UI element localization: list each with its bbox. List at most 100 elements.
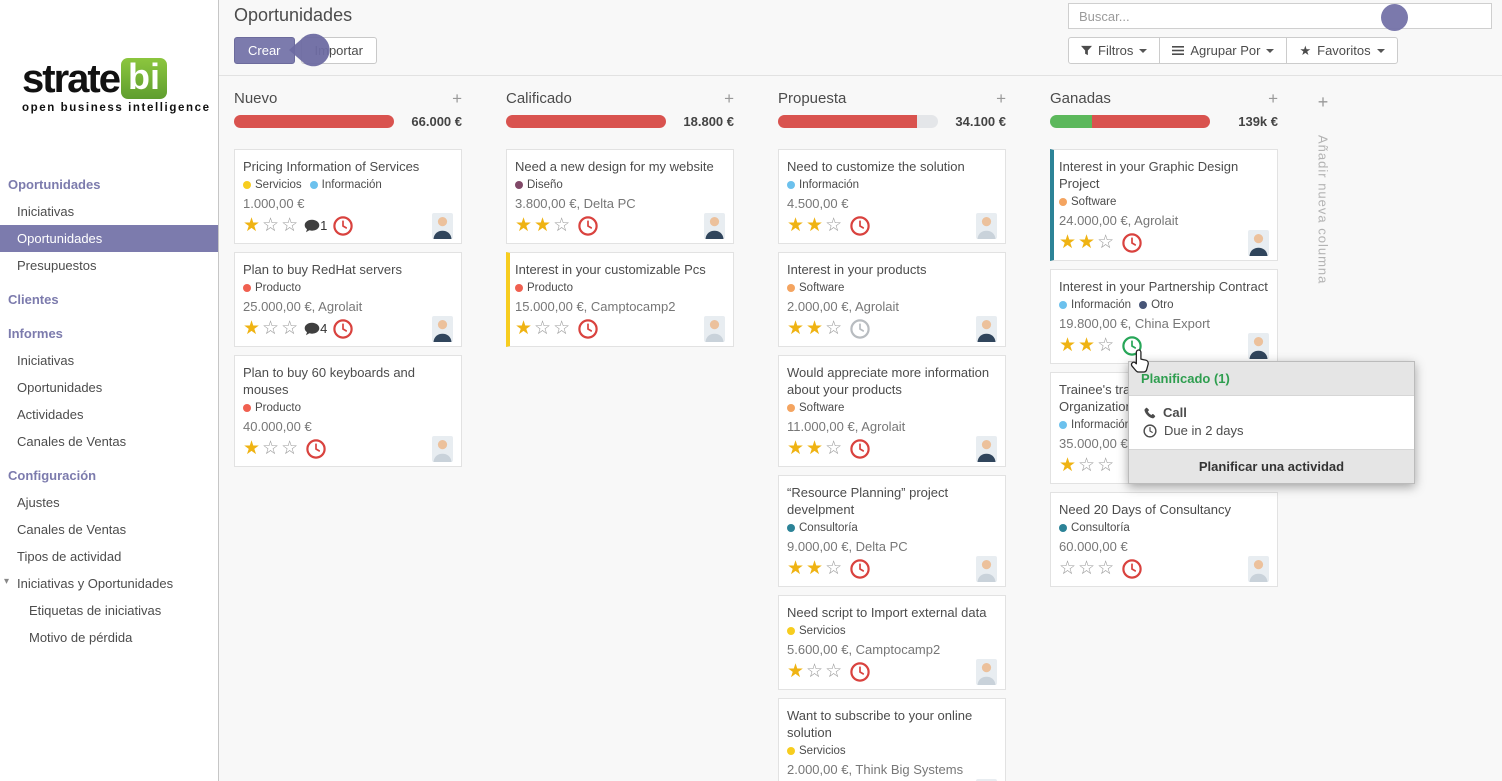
star-icon[interactable]: ☆: [825, 661, 843, 682]
sidebar-item-presupuestos[interactable]: Presupuestos: [17, 258, 97, 273]
star-icon[interactable]: ☆: [806, 661, 824, 682]
star-icon[interactable]: ☆: [281, 318, 299, 339]
star-icon[interactable]: ☆: [825, 558, 843, 579]
kanban-card[interactable]: Would appreciate more information about …: [778, 355, 1006, 467]
star-icon[interactable]: ★: [515, 215, 533, 236]
star-icon[interactable]: ☆: [262, 318, 280, 339]
star-icon[interactable]: ☆: [262, 438, 280, 459]
star-icon[interactable]: ★: [1059, 335, 1077, 356]
kanban-card[interactable]: “Resource Planning” project develpment Co…: [778, 475, 1006, 587]
star-icon[interactable]: ☆: [825, 318, 843, 339]
menu-section-oportunidades[interactable]: Oportunidades: [8, 177, 101, 192]
activity-clock-icon[interactable]: [578, 215, 598, 236]
star-icon[interactable]: ★: [243, 215, 261, 236]
menu-section-configuracion[interactable]: Configuración: [8, 468, 97, 483]
star-icon[interactable]: ★: [787, 558, 805, 579]
column-progress-bar[interactable]: [1050, 115, 1210, 128]
kanban-card[interactable]: Pricing Information of Services Servicios…: [234, 149, 462, 244]
activity-clock-icon[interactable]: [850, 215, 870, 236]
star-icon[interactable]: ☆: [825, 215, 843, 236]
column-title[interactable]: Nuevo: [234, 90, 278, 107]
star-icon[interactable]: ★: [243, 438, 261, 459]
kanban-card[interactable]: Plan to buy 60 keyboards and mouses Produ…: [234, 355, 462, 467]
kanban-card[interactable]: Interest in your Partnership Contract Inf…: [1050, 269, 1278, 364]
menu-section-informes[interactable]: Informes: [8, 326, 63, 341]
sidebar-item-iniciativas[interactable]: Iniciativas: [17, 204, 75, 219]
star-icon[interactable]: ☆: [281, 215, 299, 236]
star-icon[interactable]: ★: [1059, 455, 1077, 476]
add-card-icon[interactable]: +: [452, 89, 462, 108]
sidebar-item-tipos-de-actividad[interactable]: Tipos de actividad: [17, 549, 122, 564]
activity-clock-icon[interactable]: [850, 558, 870, 579]
favorites-button[interactable]: ★ Favoritos: [1286, 37, 1398, 64]
star-icon[interactable]: ★: [243, 318, 261, 339]
column-title[interactable]: Calificado: [506, 90, 572, 107]
add-column-plus-icon[interactable]: +: [1317, 92, 1329, 112]
kanban-card[interactable]: Need a new design for my website Diseño 3.…: [506, 149, 734, 244]
column-progress-bar[interactable]: [506, 115, 666, 128]
sidebar-item-iniciativas-y-oportunidades[interactable]: ▾ Iniciativas y Oportunidades: [4, 576, 174, 591]
kanban-card[interactable]: Need 20 Days of Consultancy Consultoría 60…: [1050, 492, 1278, 587]
star-icon[interactable]: ☆: [1097, 455, 1115, 476]
group-by-button[interactable]: Agrupar Por: [1159, 37, 1288, 64]
create-button[interactable]: Crear: [234, 37, 295, 64]
star-icon[interactable]: ☆: [262, 215, 280, 236]
sidebar-item-etiquetas-de-iniciativas[interactable]: Etiquetas de iniciativas: [29, 603, 162, 618]
star-icon[interactable]: ★: [787, 438, 805, 459]
activity-clock-icon[interactable]: [1122, 232, 1142, 253]
kanban-card[interactable]: Need script to Import external data Servi…: [778, 595, 1006, 690]
star-icon[interactable]: ★: [806, 558, 824, 579]
star-icon[interactable]: ☆: [1097, 335, 1115, 356]
add-card-icon[interactable]: +: [996, 89, 1006, 108]
star-icon[interactable]: ☆: [1059, 558, 1077, 579]
star-icon[interactable]: ☆: [825, 438, 843, 459]
star-icon[interactable]: ☆: [1097, 558, 1115, 579]
kanban-card[interactable]: Want to subscribe to your online solutio…: [778, 698, 1006, 781]
kanban-card[interactable]: Interest in your customizable Pcs Product…: [506, 252, 734, 347]
stratebi-logo[interactable]: strate bi open business intelligence: [22, 58, 218, 114]
add-column-control[interactable]: + Añadir nueva columna: [1306, 92, 1340, 284]
kanban-card[interactable]: Interest in your Graphic Design Project S…: [1050, 149, 1278, 261]
sidebar-item-canales-de-ventas[interactable]: Canales de Ventas: [17, 434, 127, 449]
sidebar-item-oportunidades[interactable]: Oportunidades: [17, 380, 103, 395]
add-column-label[interactable]: Añadir nueva columna: [1315, 135, 1331, 285]
sidebar-item-motivo-de-perdida[interactable]: Motivo de pérdida: [29, 630, 133, 645]
add-card-icon[interactable]: +: [1268, 89, 1278, 108]
star-icon[interactable]: ★: [787, 318, 805, 339]
filters-button[interactable]: Filtros: [1068, 37, 1161, 64]
star-icon[interactable]: ☆: [1078, 558, 1096, 579]
sidebar-item-canales-de-ventas[interactable]: Canales de Ventas: [17, 522, 127, 537]
column-title[interactable]: Ganadas: [1050, 90, 1111, 107]
activity-clock-icon[interactable]: [578, 318, 598, 339]
activity-clock-icon[interactable]: [306, 438, 326, 459]
sidebar-item-iniciativas[interactable]: Iniciativas: [17, 353, 75, 368]
activity-clock-icon[interactable]: [333, 215, 354, 236]
column-progress-bar[interactable]: [234, 115, 394, 128]
star-icon[interactable]: ☆: [281, 438, 299, 459]
star-icon[interactable]: ★: [1078, 335, 1096, 356]
add-card-icon[interactable]: +: [724, 89, 734, 108]
star-icon[interactable]: ★: [534, 215, 552, 236]
activity-clock-icon[interactable]: [850, 661, 870, 682]
sidebar-item-oportunidades[interactable]: Oportunidades: [0, 225, 218, 252]
star-icon[interactable]: ★: [1059, 232, 1077, 253]
star-icon[interactable]: ★: [806, 215, 824, 236]
star-icon[interactable]: ★: [787, 661, 805, 682]
column-progress-bar[interactable]: [778, 115, 938, 128]
sidebar-item-ajustes[interactable]: Ajustes: [17, 495, 60, 510]
schedule-activity-button[interactable]: Planificar una actividad: [1129, 449, 1414, 483]
popup-activity-item[interactable]: Call Due in 2 days: [1129, 396, 1414, 449]
star-icon[interactable]: ☆: [553, 215, 571, 236]
star-icon[interactable]: ★: [1078, 232, 1096, 253]
kanban-card[interactable]: Plan to buy RedHat servers Producto 25.000…: [234, 252, 462, 347]
kanban-card[interactable]: Interest in your products Software 2.000,0…: [778, 252, 1006, 347]
menu-section-clientes[interactable]: Clientes: [8, 292, 59, 307]
search-input[interactable]: [1068, 3, 1492, 29]
star-icon[interactable]: ☆: [553, 318, 571, 339]
star-icon[interactable]: ★: [515, 318, 533, 339]
activity-clock-icon[interactable]: [850, 318, 870, 339]
star-icon[interactable]: ☆: [1078, 455, 1096, 476]
activity-clock-icon[interactable]: [333, 318, 354, 339]
star-icon[interactable]: ☆: [534, 318, 552, 339]
star-icon[interactable]: ★: [787, 215, 805, 236]
